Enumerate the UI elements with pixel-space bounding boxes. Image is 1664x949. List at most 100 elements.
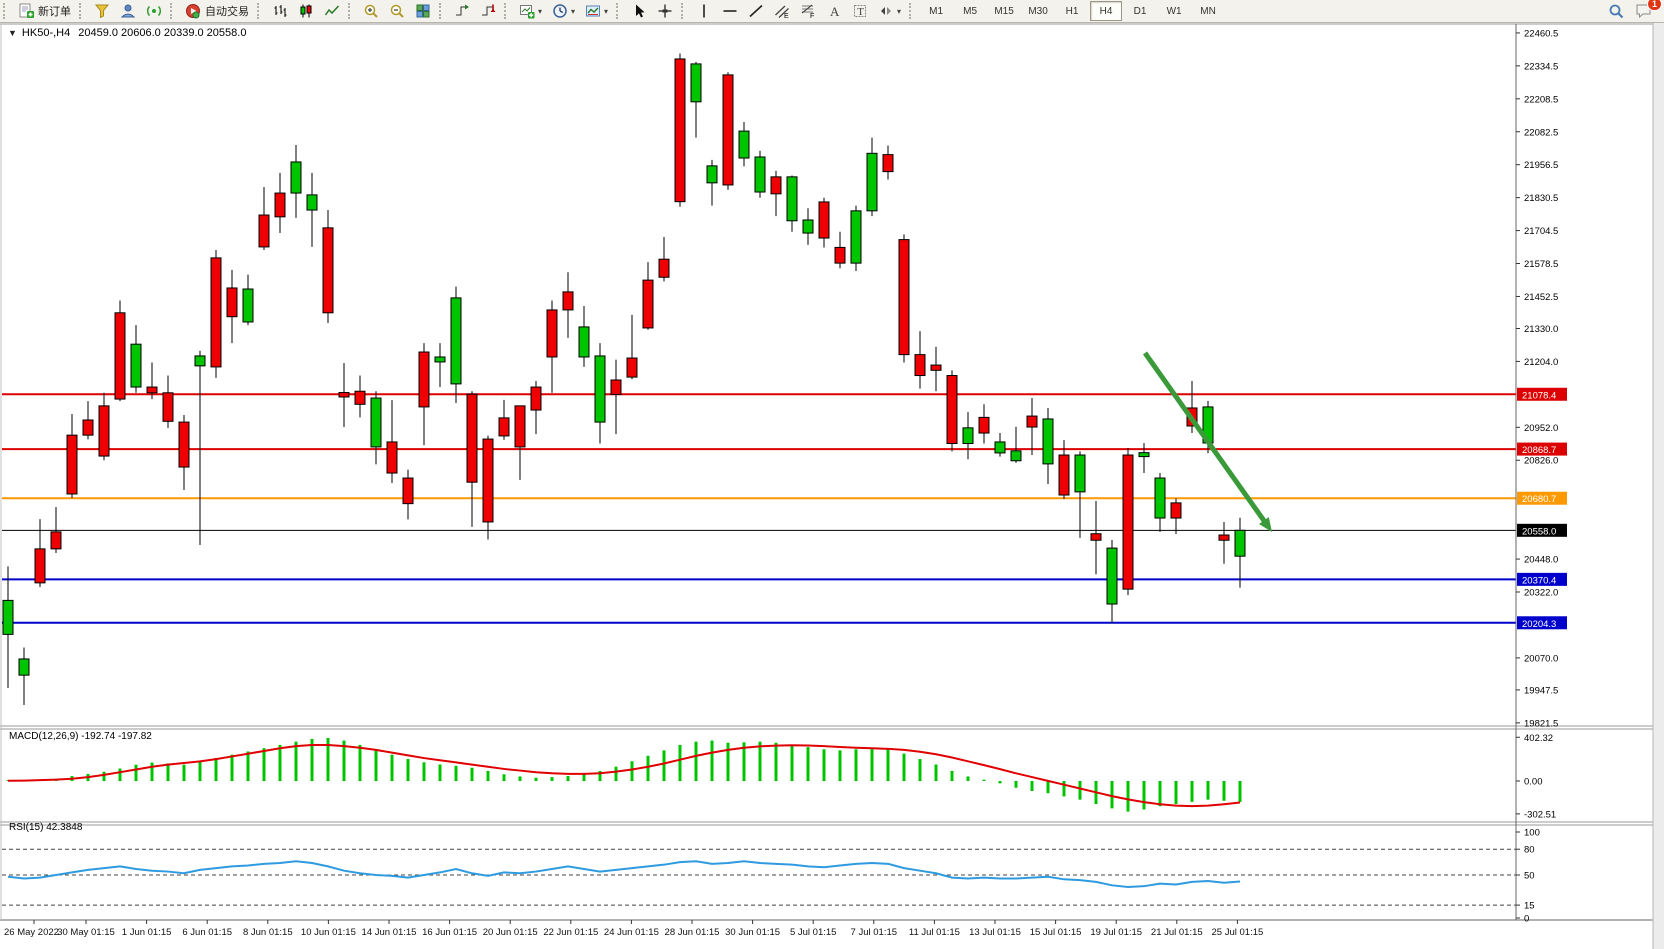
trend-arrow-annotation[interactable] [1142, 351, 1272, 532]
toolbar-profile-button[interactable] [116, 0, 140, 22]
candle-body [562, 291, 574, 311]
price-level-box-20204.3: 20204.3 [1517, 616, 1567, 630]
timeframe-h1-button[interactable]: H1 [1065, 5, 1079, 17]
toolbar-fibonacci-tool-button[interactable]: F [796, 0, 820, 22]
market-funnel-icon [94, 3, 110, 19]
toolbar-period-clock-button[interactable]: ▾ [548, 0, 579, 22]
toolbar-grip [3, 3, 10, 19]
candlestick-mode-icon [298, 3, 314, 19]
timeframe-mn-button[interactable]: MN [1200, 5, 1216, 17]
toolbar-vertical-line-tool-button[interactable] [692, 0, 716, 22]
candle-body [1106, 547, 1118, 605]
candle-body [1234, 529, 1246, 557]
toolbar-label-tool-button[interactable]: T [848, 0, 872, 22]
toolbar-chart-template-button[interactable]: ▾ [581, 0, 612, 22]
candle-body [834, 246, 846, 264]
price-level-box-20370.4: 20370.4 [1517, 572, 1567, 586]
price-tick-label: 21452.5 [1524, 292, 1558, 303]
timeframe-w1-button[interactable]: W1 [1166, 5, 1182, 17]
chart-canvas[interactable]: 22460.5 22334.5 22208.5 22082.5 21956.5 21830… [0, 23, 1664, 949]
toolbar-auto-scroll-button[interactable] [450, 0, 474, 22]
toolbar-trendline-tool-button[interactable] [744, 0, 768, 22]
rsi-value: 42.3848 [46, 822, 83, 833]
toolbar-search-button[interactable] [1603, 0, 1629, 22]
macd-axis-label: 402.32 [1524, 733, 1553, 744]
svg-text:A: A [830, 4, 840, 19]
price-tick-label: 21956.5 [1524, 160, 1558, 171]
macd-values: -192.74 -197.82 [81, 731, 152, 742]
candle-body [498, 417, 510, 437]
toolbar-zoom-in-button[interactable] [359, 0, 383, 22]
date-tick-label: 8 Jun 01:15 [243, 927, 293, 938]
candle-body [898, 239, 910, 356]
candle-body [978, 416, 990, 434]
chevron-down-icon[interactable]: ▾ [604, 6, 609, 16]
toolbar-auto-trading-button[interactable]: 自动交易 [181, 0, 253, 22]
candle-body [578, 326, 590, 358]
svg-text:T: T [857, 6, 864, 18]
timeframe-m1-button[interactable]: M1 [929, 5, 944, 17]
toolbar-cursor-tool-button[interactable] [627, 0, 651, 22]
chart-dropdown-icon[interactable]: ▼ [8, 28, 17, 38]
toolbar-line-chart-mode-button[interactable] [320, 0, 344, 22]
new-order-label: 新订单 [38, 6, 71, 18]
crosshair-tool-icon [657, 3, 673, 19]
candle-body [178, 421, 190, 468]
auto-trading-label: 自动交易 [205, 6, 249, 18]
toolbar-grip [439, 3, 446, 19]
toolbar-text-tool-button[interactable]: A [822, 0, 846, 22]
trendline-tool-icon [748, 3, 764, 19]
price-tick-label: 19947.5 [1524, 685, 1558, 696]
toolbar-chart-shift-button[interactable] [476, 0, 500, 22]
tile-windows-icon [415, 3, 431, 19]
candle-body [130, 343, 142, 388]
toolbar-tile-windows-button[interactable] [411, 0, 435, 22]
chevron-down-icon[interactable]: ▾ [571, 6, 576, 16]
rsi-axis-label: 100 [1524, 828, 1540, 839]
chevron-down-icon[interactable]: ▾ [538, 6, 543, 16]
timeframe-m15-button[interactable]: M15 [994, 5, 1014, 17]
price-level-box-21078.4: 21078.4 [1517, 387, 1567, 401]
toolbar-channel-tool-button[interactable]: E [770, 0, 794, 22]
toolbar-new-order-button[interactable]: 新订单 [14, 0, 75, 22]
toolbar-bar-chart-mode-button[interactable] [268, 0, 292, 22]
toolbar-zoom-out-button[interactable] [385, 0, 409, 22]
toolbar-notifications-button[interactable]: 1 [1631, 0, 1662, 22]
date-tick-label: 20 Jun 01:15 [483, 927, 538, 938]
symbol-timeframe-label: HK50-,H4 [21, 27, 71, 39]
candle-body [1170, 502, 1182, 519]
toolbar-arrows-tool-button[interactable]: ▾ [874, 0, 905, 22]
date-tick-label: 5 Jul 01:15 [790, 927, 836, 938]
toolbar-candlestick-mode-button[interactable] [294, 0, 318, 22]
macd-panel[interactable] [6, 737, 1242, 812]
toolbar-crosshair-tool-button[interactable] [653, 0, 677, 22]
toolbar-grip [348, 3, 355, 19]
candle-body [722, 74, 734, 186]
timeframe-h4-button[interactable]: H4 [1090, 1, 1123, 21]
price-axis[interactable]: 22460.5 22334.5 22208.5 22082.5 21956.5 21830… [1516, 28, 1558, 925]
rsi-panel[interactable] [2, 848, 1516, 906]
timeframe-m5-button[interactable]: M5 [963, 5, 978, 17]
toolbar-market-funnel-button[interactable] [90, 0, 114, 22]
chart-window[interactable]: 22460.5 22334.5 22208.5 22082.5 21956.5 21830… [0, 23, 1664, 949]
candle-body [450, 297, 462, 385]
candle-body [930, 364, 942, 371]
candle-body [1154, 477, 1166, 519]
vertical-line-tool-icon [696, 3, 712, 19]
candle-body [994, 441, 1006, 454]
candle-body [66, 434, 78, 495]
channel-tool-icon: E [774, 3, 790, 19]
candle-body [18, 658, 30, 676]
toolbar-new-chart-button[interactable]: ▾ [515, 0, 546, 22]
toolbar-horizontal-line-tool-button[interactable] [718, 0, 742, 22]
candle-body [738, 130, 750, 159]
bar-chart-mode-icon [272, 3, 288, 19]
toolbar-signals-button[interactable] [142, 0, 166, 22]
timeframe-m30-button[interactable]: M30 [1028, 5, 1048, 17]
chevron-down-icon[interactable]: ▾ [897, 6, 902, 16]
timeframe-d1-button[interactable]: D1 [1133, 5, 1147, 17]
toolbar-grip [909, 3, 916, 19]
label-tool-icon: T [852, 3, 868, 19]
date-tick-label: 25 Jul 01:15 [1212, 927, 1264, 938]
